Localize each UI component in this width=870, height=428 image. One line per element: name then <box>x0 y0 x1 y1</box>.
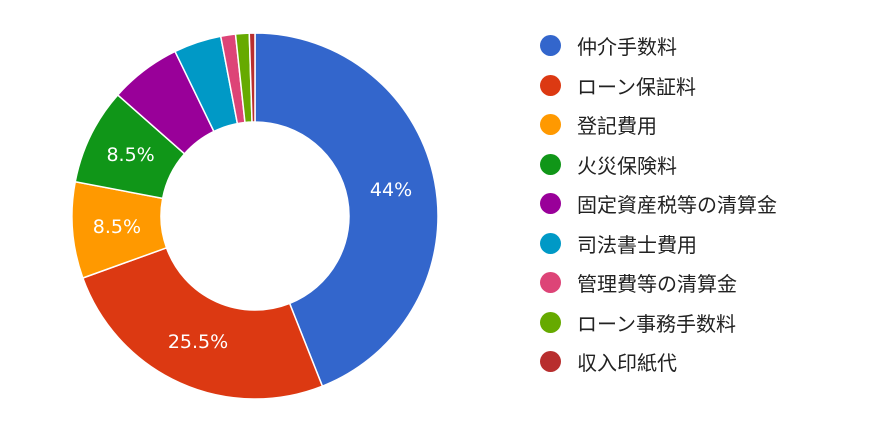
legend-label: 登記費用 <box>577 114 657 139</box>
legend-item: ローン事務手数料 <box>540 303 860 343</box>
donut-slice <box>248 32 256 123</box>
slice-label: 8.5% <box>93 216 141 238</box>
donut-slice <box>254 32 439 388</box>
legend-swatch-icon <box>540 272 561 294</box>
legend-item: 登記費用 <box>540 105 860 145</box>
legend-item: ローン保証料 <box>540 66 860 106</box>
legend-swatch-icon <box>540 153 561 175</box>
legend-item: 仲介手数料 <box>540 26 860 66</box>
legend-label: 火災保険料 <box>577 153 677 178</box>
legend-swatch-icon <box>540 114 561 136</box>
legend-item: 管理費等の清算金 <box>540 263 860 303</box>
slice-label: 25.5% <box>168 331 228 353</box>
legend-label: 管理費等の清算金 <box>577 272 737 297</box>
legend-swatch-icon <box>540 35 561 57</box>
legend-item: 収入印紙代 <box>540 342 860 382</box>
donut-slices <box>71 32 439 400</box>
slice-label: 44% <box>370 179 412 201</box>
legend-swatch-icon <box>540 232 561 254</box>
legend-item: 司法書士費用 <box>540 224 860 264</box>
legend-item: 固定資産税等の清算金 <box>540 184 860 224</box>
slice-labels: 44% 25.5% 8.5% 8.5% <box>93 144 412 353</box>
legend-swatch-icon <box>540 351 561 373</box>
donut-slice <box>81 246 324 400</box>
legend-label: 固定資産税等の清算金 <box>577 193 777 218</box>
slice-label: 8.5% <box>106 144 154 166</box>
legend-label: 収入印紙代 <box>577 351 677 376</box>
legend-item: 火災保険料 <box>540 145 860 185</box>
legend-label: ローン事務手数料 <box>577 311 736 336</box>
legend-swatch-icon <box>540 311 561 333</box>
legend-swatch-icon <box>540 74 561 96</box>
legend-swatch-icon <box>540 193 561 215</box>
chart-legend: 仲介手数料ローン保証料 登記費用火災保険料固定資産税等の清算金 司法書士費用管理費等… <box>540 26 860 382</box>
legend-label: ローン保証料 <box>577 74 696 99</box>
legend-label: 司法書士費用 <box>577 232 697 257</box>
legend-label: 仲介手数料 <box>577 35 677 60</box>
